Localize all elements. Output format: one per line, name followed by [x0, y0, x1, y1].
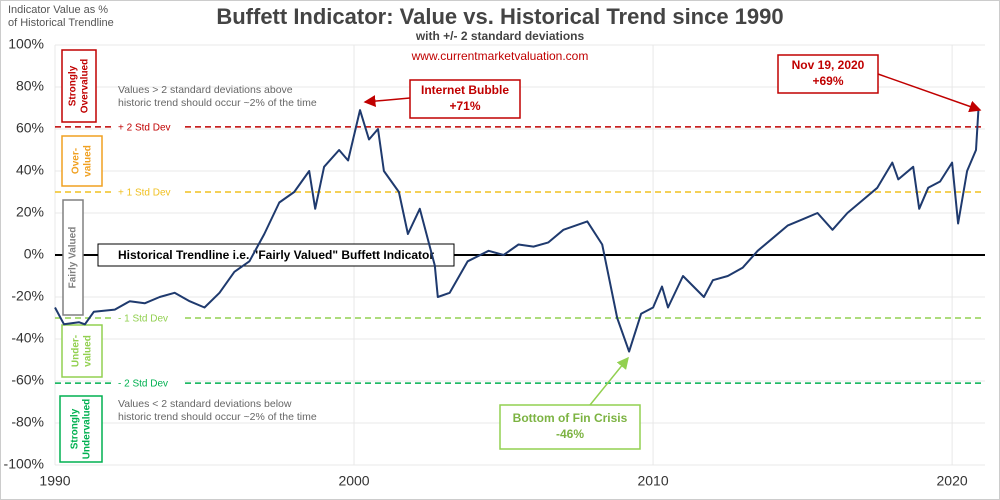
chart-title: Buffett Indicator: Value vs. Historical …: [216, 4, 783, 29]
zone-label: Strongly: [68, 65, 79, 106]
callout-arrow: [363, 95, 411, 108]
note: historic trend should occur ~2% of the t…: [118, 97, 317, 109]
y-axis-label: of Historical Trendline: [8, 17, 114, 29]
std-dev-label: - 1 Std Dev: [118, 314, 168, 325]
x-tick-label: 2010: [637, 473, 668, 489]
trend-label-box: [97, 243, 455, 267]
std-dev-label: + 1 Std Dev: [118, 188, 171, 199]
zone-label: valued: [83, 335, 94, 367]
callout-text: Nov 19, 2020: [792, 58, 865, 72]
zone-label: valued: [83, 145, 94, 177]
source: www.currentmarketvaluation.com: [411, 49, 589, 63]
callout-box: [499, 404, 641, 450]
y-tick-label: 0%: [24, 246, 44, 262]
callout-value: +69%: [812, 74, 843, 88]
y-tick-label: 60%: [16, 120, 44, 136]
callout-value: +71%: [449, 99, 480, 113]
callout-text: Bottom of Fin Crisis: [513, 411, 628, 425]
callout-value: -46%: [556, 427, 584, 441]
y-tick-label: -20%: [11, 288, 44, 304]
note: historic trend should occur ~2% of the t…: [118, 411, 317, 423]
y-tick-label: 80%: [16, 78, 44, 94]
y-tick-label: 40%: [16, 162, 44, 178]
note: Values > 2 standard deviations above: [118, 84, 293, 96]
std-dev-label: - 2 Std Dev: [118, 379, 168, 390]
note: Values < 2 standard deviations below: [118, 398, 292, 410]
zone-box: [59, 395, 103, 463]
std-dev-label-box: [112, 118, 184, 135]
x-tick-label: 1990: [39, 473, 70, 489]
zone-box: [62, 199, 84, 316]
chart-subtitle: with +/- 2 standard deviations: [415, 29, 585, 43]
y-tick-label: -80%: [11, 414, 44, 430]
y-tick-label: -40%: [11, 330, 44, 346]
zone-label: Overvalued: [80, 59, 91, 113]
zone-label: Under-: [71, 335, 82, 367]
callout-box: [409, 79, 521, 119]
std-dev-label-box: [112, 375, 184, 392]
y-axis-label: Indicator Value as %: [8, 4, 108, 16]
data-line: [54, 109, 980, 353]
zone-label: Fairly Valued: [68, 227, 79, 289]
y-tick-label: 100%: [8, 36, 44, 52]
callout-text: Internet Bubble: [421, 83, 509, 97]
std-dev-label: + 2 Std Dev: [118, 123, 171, 134]
std-dev-label-box: [112, 310, 184, 326]
zone-box: [61, 135, 103, 187]
std-dev-label-box: [112, 184, 184, 200]
callout-arrow: [589, 356, 629, 406]
y-tick-label: -100%: [4, 456, 44, 472]
callout-box: [777, 54, 879, 94]
x-tick-label: 2020: [937, 473, 968, 489]
zone-box: [61, 324, 103, 378]
zone-label: Strongly: [70, 408, 81, 449]
trend-label: Historical Trendline i.e. "Fairly Valued…: [118, 248, 434, 262]
x-tick-label: 2000: [338, 473, 369, 489]
callout-arrow: [877, 73, 982, 113]
y-tick-label: 20%: [16, 204, 44, 220]
y-tick-label: -60%: [11, 372, 44, 388]
zone-label: Undervalued: [82, 399, 93, 460]
zone-label: Over-: [71, 148, 82, 174]
zone-box: [61, 49, 97, 123]
